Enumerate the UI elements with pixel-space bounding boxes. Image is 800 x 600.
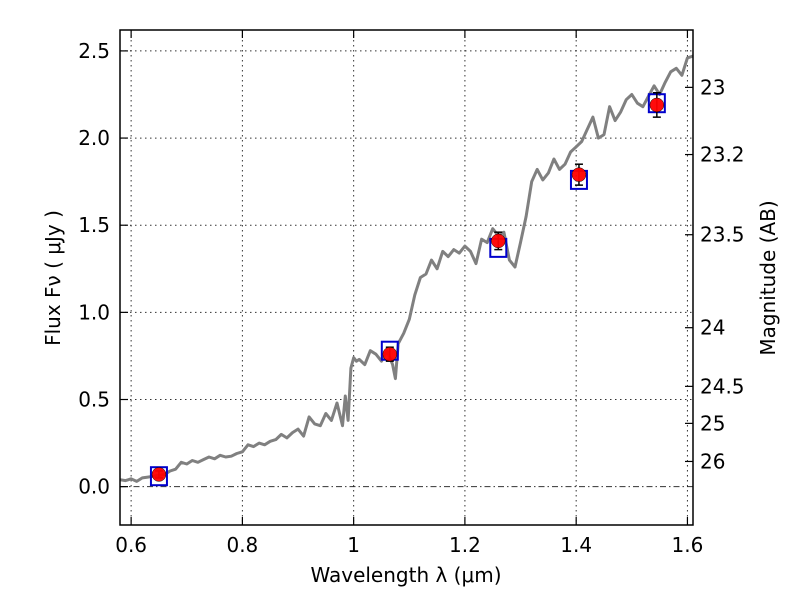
y-tick-label: 1.5 xyxy=(78,213,110,237)
y-tick-label: 1.0 xyxy=(78,300,110,324)
right-tick-label: 25 xyxy=(700,411,725,435)
axis-layer: 0.6 0.8 1 1.2 1.4 1.6 0.0 0.5 1.0 1.5 2.0 2.5 23 23.2… xyxy=(78,30,745,557)
x-tick-label: 1.2 xyxy=(449,533,481,557)
right-tick-label: 23.5 xyxy=(700,223,745,247)
observed-photometry-point xyxy=(649,97,665,113)
plot-frame xyxy=(119,29,694,526)
x-tick-label: 1 xyxy=(347,533,360,557)
data-layer xyxy=(120,54,693,487)
y-tick-label: 2.5 xyxy=(78,39,110,63)
observed-photometry-point xyxy=(491,233,506,249)
observed-photometry-point xyxy=(151,467,167,482)
right-tick-label: 23 xyxy=(700,75,725,99)
x-tick-label: 0.6 xyxy=(115,533,147,557)
grid-layer xyxy=(120,30,693,525)
observed-photometry-point xyxy=(571,167,587,182)
right-tick-label: 24 xyxy=(700,316,725,340)
x-tick-label: 0.8 xyxy=(226,533,258,557)
y-tick-label: 0.5 xyxy=(78,388,110,412)
y-tick-label: 0.0 xyxy=(78,475,110,499)
spectrum-line xyxy=(120,54,693,483)
y-axis-title: Flux Fν ( μJy ) xyxy=(41,210,65,346)
model-photometry-box xyxy=(149,466,168,487)
right-tick-label: 24.5 xyxy=(700,374,745,398)
right-tick-label: 23.2 xyxy=(700,143,745,167)
right-tick-label: 26 xyxy=(700,449,725,473)
observed-photometry-point xyxy=(382,346,398,362)
x-tick-label: 1.6 xyxy=(672,533,704,557)
right-axis-title: Magnitude (AB) xyxy=(756,200,780,355)
y-tick-label: 2.0 xyxy=(78,126,110,150)
x-axis-title: Wavelength λ (μm) xyxy=(310,563,501,587)
x-tick-label: 1.4 xyxy=(560,533,592,557)
